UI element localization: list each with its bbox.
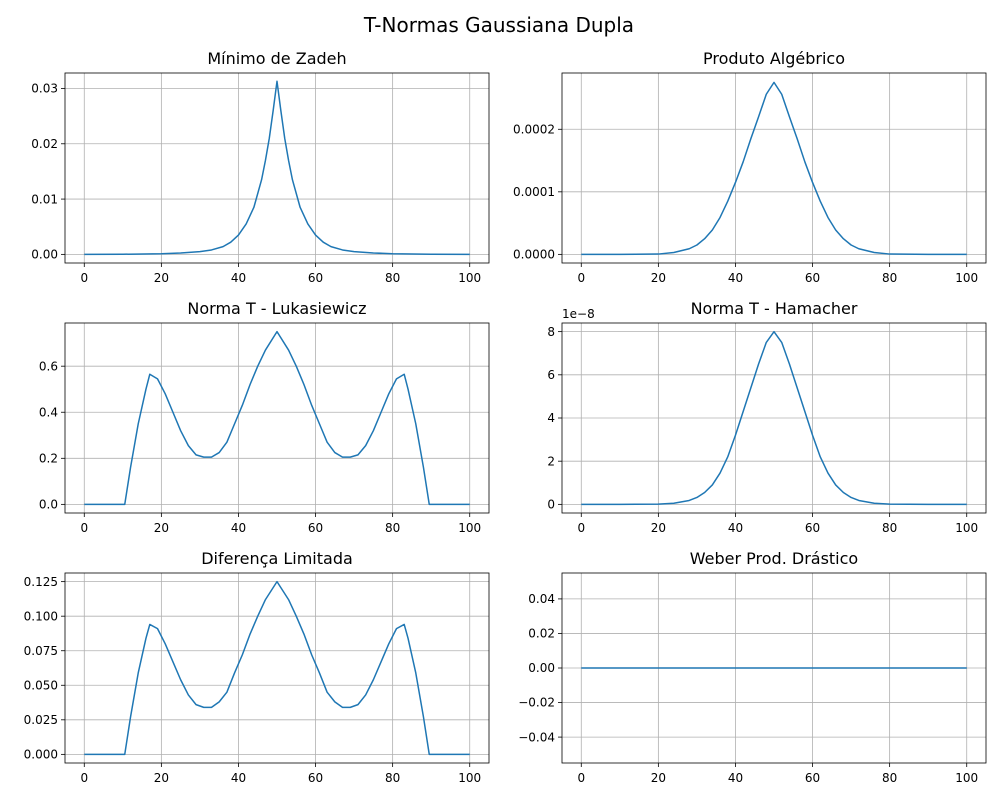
x-tick-label: 80 xyxy=(385,771,400,785)
y-tick-label: 0.075 xyxy=(24,644,58,658)
subplot-6: 0 20 40 60 80 100 −0.04 −0.02 0.00 0.02 0.04 Weber … xyxy=(518,549,987,785)
y-tick-label: 0.02 xyxy=(528,627,555,641)
figure-title: T-Normas Gaussiana Dupla xyxy=(363,13,634,37)
y-tick-label: 0.04 xyxy=(528,592,555,606)
x-tick-label: 0 xyxy=(80,271,88,285)
subplot-5: 0 20 40 60 80 100 0.000 0.025 0.050 0.075 0.100 0.1… xyxy=(24,549,490,785)
x-tick-label: 40 xyxy=(231,271,246,285)
y-tick-label: 8 xyxy=(547,325,555,339)
subplot-1: 0 20 40 60 80 100 0.00 0.01 0.02 0.03 Mínimo de Za… xyxy=(31,49,490,285)
y-tick-label: 0.0001 xyxy=(513,185,555,199)
y-tick-label: 6 xyxy=(547,368,555,382)
x-tick-label: 20 xyxy=(651,771,666,785)
x-tick-label: 60 xyxy=(308,271,323,285)
x-tick-label: 0 xyxy=(577,771,585,785)
series-line xyxy=(581,81,967,256)
axes-frame xyxy=(64,322,490,514)
x-tick-label: 40 xyxy=(231,771,246,785)
y-tick-label: 0.00 xyxy=(528,661,555,675)
x-tick-label: 0 xyxy=(577,271,585,285)
y-tick-label: 0 xyxy=(547,498,555,512)
x-tick-label: 100 xyxy=(955,271,978,285)
subplot-4: 0 20 40 60 80 100 0 2 4 6 8 1e−8 Norma T - Hamacher xyxy=(547,299,987,535)
y-tick-label: 0.125 xyxy=(24,575,58,589)
y-offset-label: 1e−8 xyxy=(562,307,595,321)
x-tick-label: 40 xyxy=(728,271,743,285)
subplot-2: 0 20 40 60 80 100 0.0000 0.0001 0.0002 Produto Al… xyxy=(513,49,987,285)
y-tick-label: 4 xyxy=(547,411,555,425)
y-tick-label: 0.01 xyxy=(31,192,58,206)
x-tick-label: 60 xyxy=(805,521,820,535)
axes-frame xyxy=(561,72,987,264)
y-tick-label: 0.4 xyxy=(39,405,58,419)
series-line xyxy=(84,80,470,256)
x-tick-label: 80 xyxy=(882,271,897,285)
x-tick-label: 80 xyxy=(882,771,897,785)
y-tick-label: 0.050 xyxy=(24,678,58,692)
axes-frame xyxy=(64,572,490,764)
y-tick-label: 0.000 xyxy=(24,748,58,762)
x-tick-label: 40 xyxy=(728,521,743,535)
subplot-title: Norma T - Lukasiewicz xyxy=(187,299,366,318)
x-tick-label: 60 xyxy=(805,771,820,785)
x-tick-label: 60 xyxy=(308,771,323,785)
y-tick-label: −0.02 xyxy=(518,696,555,710)
series-line xyxy=(581,330,967,506)
y-tick-label: 0.03 xyxy=(31,82,58,96)
x-tick-label: 100 xyxy=(458,521,481,535)
y-tick-label: 0.100 xyxy=(24,609,58,623)
subplot-3: 0 20 40 60 80 100 0.0 0.2 0.4 0.6 Norma T - Lukasi… xyxy=(39,299,490,535)
subplot-title: Mínimo de Zadeh xyxy=(207,49,346,68)
x-tick-label: 60 xyxy=(805,271,820,285)
series-line xyxy=(84,580,470,756)
x-tick-label: 0 xyxy=(577,521,585,535)
x-tick-label: 100 xyxy=(955,521,978,535)
axes-frame xyxy=(64,72,490,264)
x-tick-label: 100 xyxy=(458,771,481,785)
y-tick-label: −0.04 xyxy=(518,730,555,744)
y-tick-label: 0.6 xyxy=(39,359,58,373)
x-tick-label: 20 xyxy=(154,771,169,785)
x-tick-label: 60 xyxy=(308,521,323,535)
x-tick-label: 20 xyxy=(154,271,169,285)
x-tick-label: 0 xyxy=(80,521,88,535)
x-tick-label: 80 xyxy=(385,271,400,285)
y-tick-label: 0.02 xyxy=(31,137,58,151)
series-line xyxy=(84,330,470,506)
subplot-title: Diferença Limitada xyxy=(201,549,353,568)
x-tick-label: 0 xyxy=(80,771,88,785)
x-tick-label: 40 xyxy=(728,771,743,785)
y-tick-label: 0.0000 xyxy=(513,248,555,262)
x-tick-label: 80 xyxy=(385,521,400,535)
y-tick-label: 0.2 xyxy=(39,452,58,466)
y-tick-label: 0.0 xyxy=(39,498,58,512)
subplot-title: Norma T - Hamacher xyxy=(691,299,858,318)
subplot-title: Produto Algébrico xyxy=(703,49,845,68)
x-tick-label: 20 xyxy=(154,521,169,535)
subplot-title: Weber Prod. Drástico xyxy=(690,549,858,568)
y-tick-label: 0.025 xyxy=(24,713,58,727)
x-tick-label: 20 xyxy=(651,271,666,285)
y-tick-label: 0.0002 xyxy=(513,122,555,136)
x-tick-label: 100 xyxy=(955,771,978,785)
y-tick-label: 2 xyxy=(547,454,555,468)
x-tick-label: 80 xyxy=(882,521,897,535)
x-tick-label: 100 xyxy=(458,271,481,285)
x-tick-label: 40 xyxy=(231,521,246,535)
y-tick-label: 0.00 xyxy=(31,248,58,262)
x-tick-label: 20 xyxy=(651,521,666,535)
